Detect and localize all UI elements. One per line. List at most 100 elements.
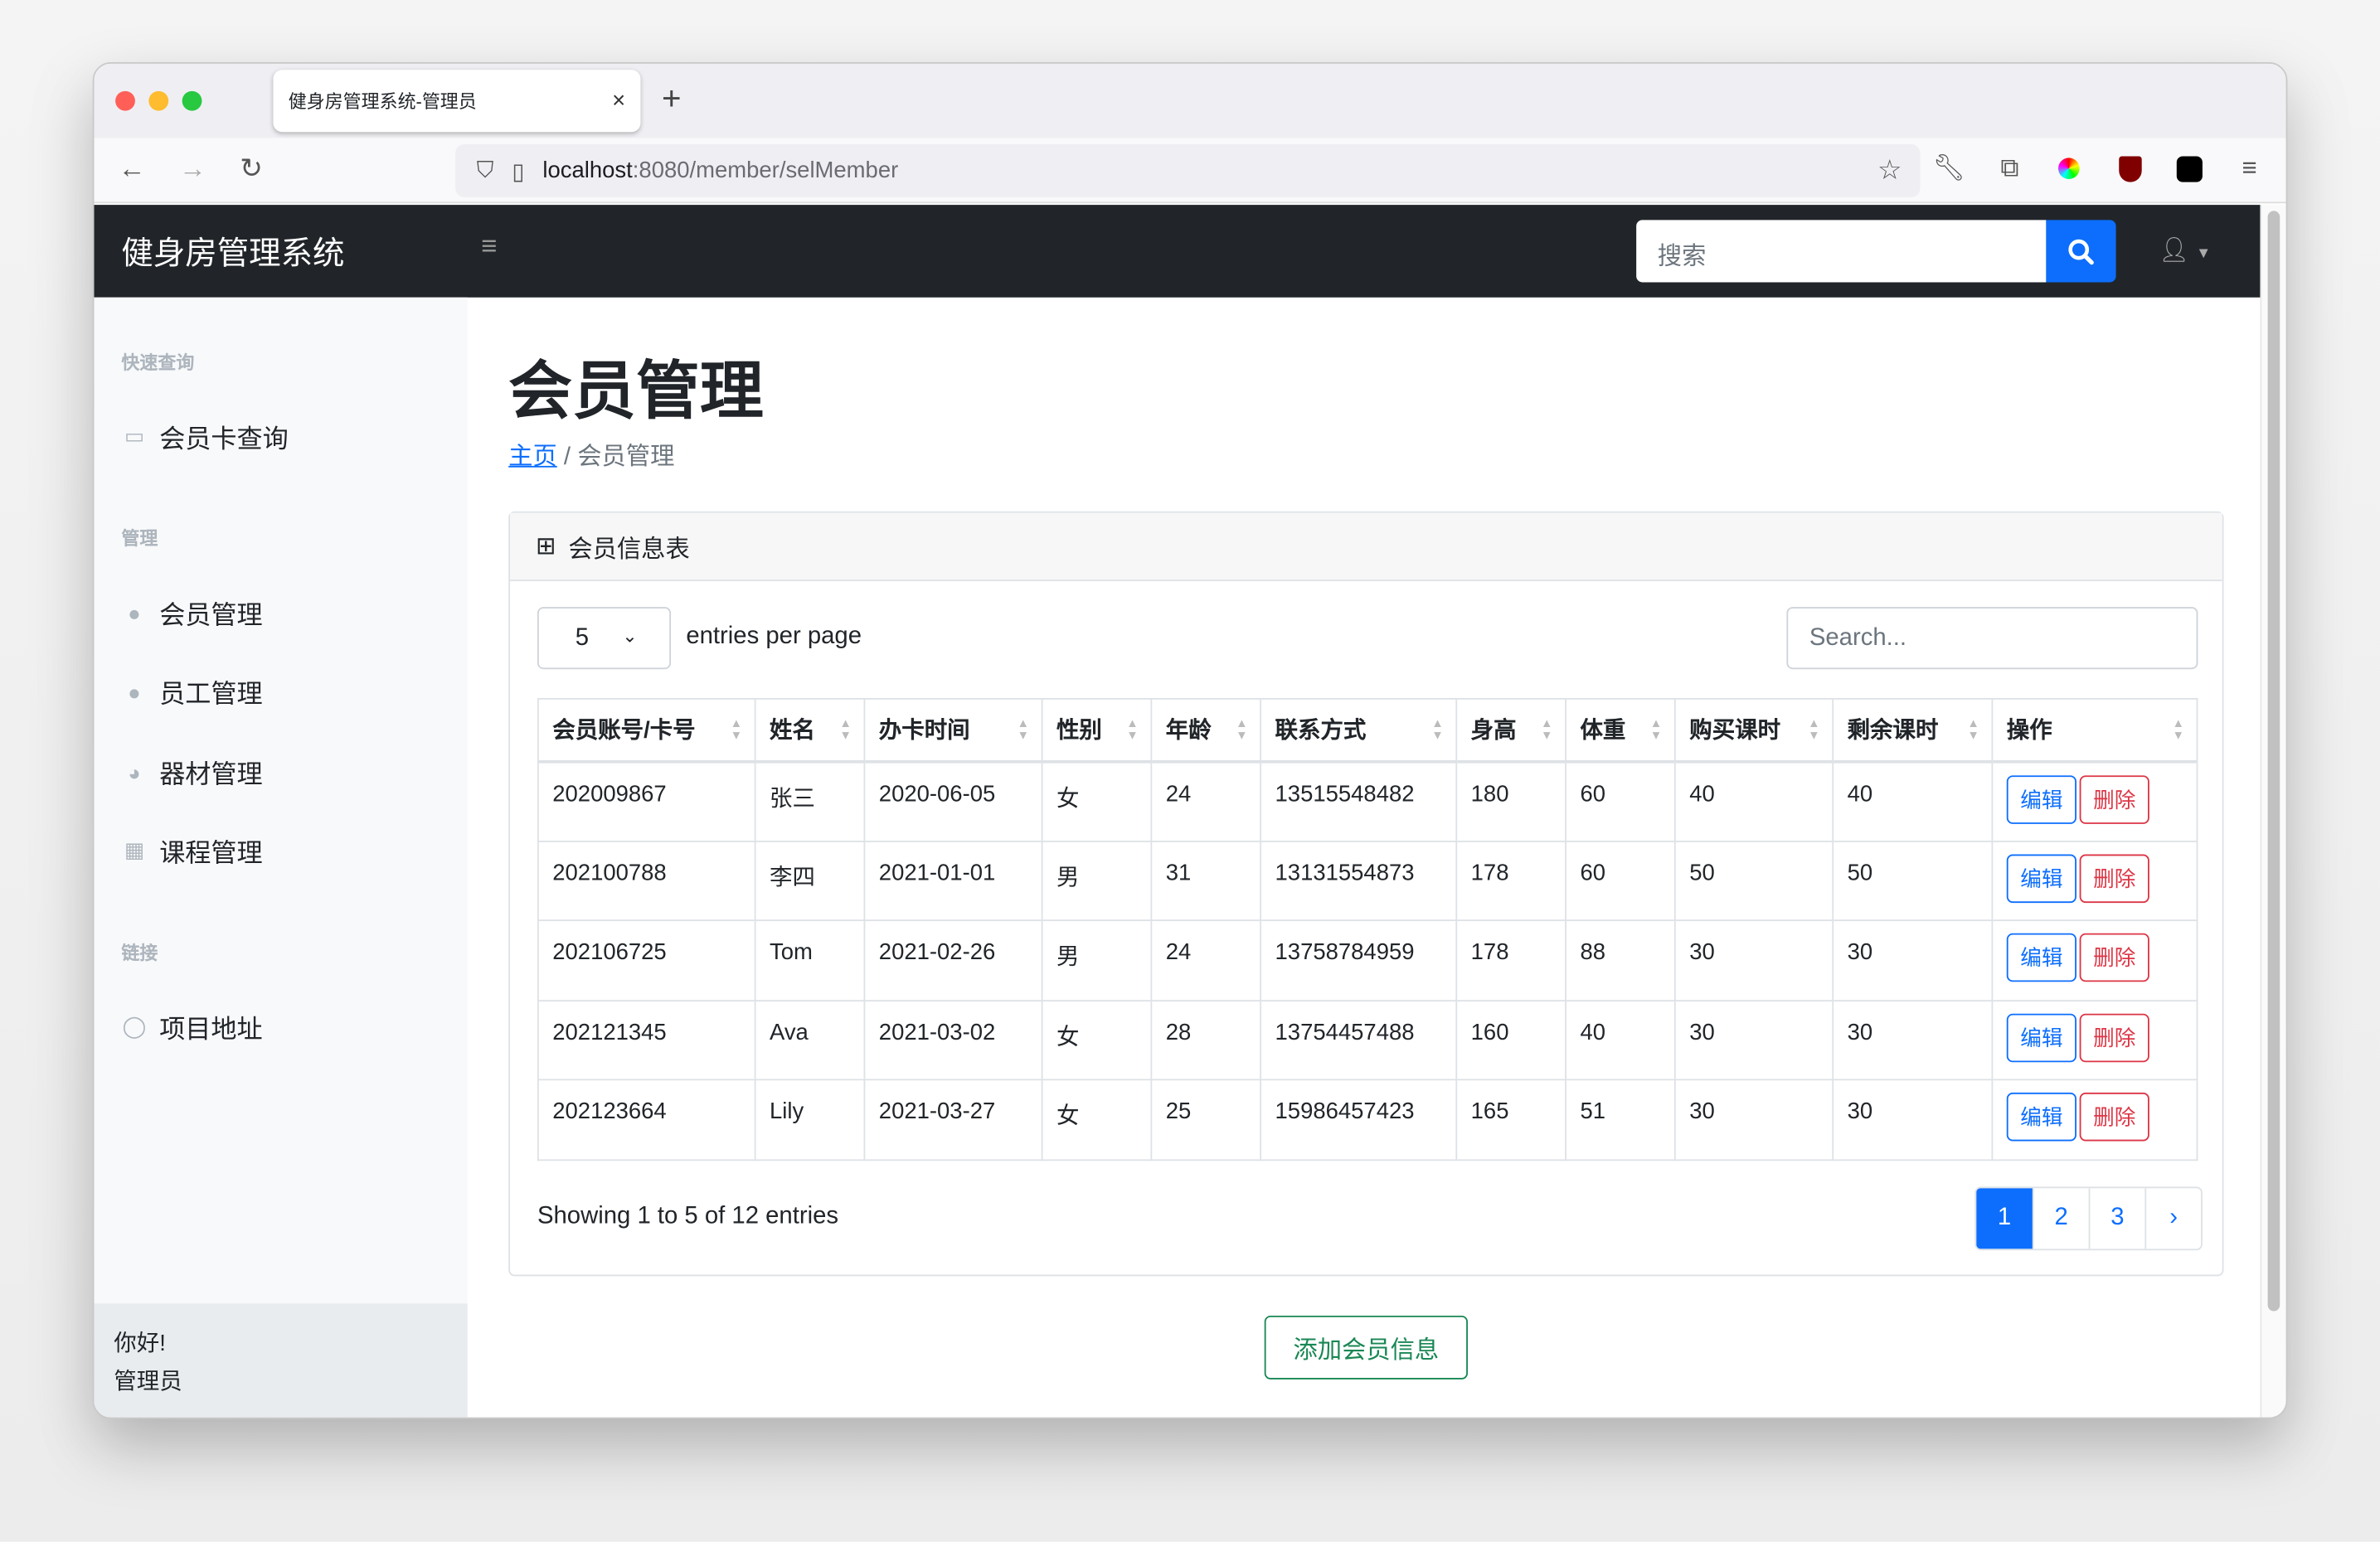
table-cell: 2021-03-02	[863, 999, 1043, 1081]
browser-window: 健身房管理系统-管理员 × + ← → ↻ ⛉ ▯ localhost:8080…	[92, 62, 2288, 1419]
member-table-card: ⊞ 会员信息表 5 ⌄ entries per page Search... 会员账…	[508, 511, 2224, 1277]
sidebar-item-courses[interactable]: ▦ 课程管理	[121, 832, 263, 870]
column-header[interactable]: 剩余课时 ▲ ▼	[1832, 697, 1994, 763]
edit-button[interactable]: 编辑	[2006, 1092, 2076, 1142]
close-window-button[interactable]	[115, 90, 135, 111]
column-header[interactable]: 会员账号/卡号 ▲ ▼	[537, 697, 756, 763]
column-header[interactable]: 体重 ▲ ▼	[1565, 697, 1676, 763]
new-tab-icon[interactable]: +	[662, 79, 682, 117]
table-cell: 2021-02-26	[863, 919, 1043, 1001]
reload-icon[interactable]: ↻	[240, 153, 263, 184]
back-icon[interactable]: ←	[118, 153, 146, 184]
table-cell: 2020-06-05	[863, 760, 1043, 841]
search-button[interactable]	[2046, 220, 2116, 283]
table-cell: Ava	[754, 999, 866, 1081]
minimize-window-button[interactable]	[148, 90, 169, 111]
main-content: 会员管理 主页 / 会员管理 ⊞ 会员信息表 5 ⌄ entries per pag…	[468, 298, 2261, 1418]
column-label: 年龄	[1165, 718, 1212, 744]
add-member-button[interactable]: 添加会员信息	[1264, 1315, 1468, 1380]
delete-button[interactable]: 删除	[2079, 774, 2149, 823]
browser-tab[interactable]: 健身房管理系统-管理员 ×	[273, 70, 641, 133]
bookmark-star-icon[interactable]: ☆	[1877, 154, 1902, 186]
column-header[interactable]: 年龄 ▲ ▼	[1150, 697, 1262, 763]
table-cell: 女	[1041, 999, 1153, 1081]
column-label: 操作	[2006, 718, 2052, 744]
edit-button[interactable]: 编辑	[2006, 1012, 2076, 1062]
url-path: :8080/member/selMember	[632, 158, 899, 184]
page-button[interactable]: 1	[1976, 1188, 2033, 1249]
column-label: 身高	[1470, 718, 1517, 744]
greeting: 你好!	[114, 1331, 166, 1357]
table-cell: 178	[1455, 919, 1566, 1001]
edit-button[interactable]: 编辑	[2006, 774, 2076, 823]
column-label: 剩余课时	[1847, 718, 1939, 744]
table-cell: Tom	[754, 919, 866, 1001]
page-title: 会员管理	[508, 355, 764, 427]
brand[interactable]: 健身房管理系统	[121, 236, 345, 272]
id-card-icon: ▭	[124, 423, 145, 448]
column-header[interactable]: 身高 ▲ ▼	[1455, 697, 1566, 763]
delete-button[interactable]: 删除	[2079, 1092, 2149, 1142]
column-header[interactable]: 联系方式 ▲ ▼	[1260, 697, 1458, 763]
column-label: 姓名	[770, 718, 815, 744]
browser-toolbar: ← → ↻ ⛉ ▯ localhost:8080/member/selMembe…	[94, 138, 2286, 204]
tampermonkey-icon[interactable]	[2174, 153, 2204, 184]
table-search-input[interactable]: Search...	[1786, 607, 2198, 670]
sidebar-item-equipment[interactable]: ◕ 器材管理	[121, 753, 262, 791]
delete-button[interactable]: 删除	[2079, 933, 2149, 982]
table-cell: 2021-01-01	[863, 840, 1043, 922]
breadcrumb-home[interactable]: 主页	[508, 444, 557, 471]
card-title: 会员信息表	[568, 536, 690, 564]
member-table: 会员账号/卡号 ▲ ▼ 姓名 ▲ ▼ 办卡时间 ▲ ▼ 性别 ▲ ▼ 年龄 ▲ ▼ 联系方式 ▲ ▼ 身高 ▲ ▼ 体重 ▲…	[537, 697, 2198, 1161]
scrollbar[interactable]	[2260, 205, 2286, 1418]
color-extension-icon[interactable]	[2054, 153, 2085, 184]
table-cell: 202123664	[537, 1079, 756, 1161]
sidebar-item-card-query[interactable]: ▭ 会员卡查询	[121, 417, 289, 455]
address-bar[interactable]: ⛉ ▯ localhost:8080/member/selMember ☆	[455, 143, 1921, 197]
table-cell: 李四	[754, 840, 866, 922]
sidebar-item-members[interactable]: ● 会员管理	[121, 594, 262, 632]
user-menu[interactable]: 👤︎ ▼	[2159, 235, 2211, 266]
page-button[interactable]: 2	[2032, 1188, 2089, 1249]
github-icon: ◯	[122, 1013, 147, 1038]
page-button[interactable]: 3	[2088, 1188, 2145, 1249]
delete-button[interactable]: 删除	[2079, 1012, 2149, 1062]
forward-icon[interactable]: →	[178, 153, 206, 184]
sidebar-item-project-link[interactable]: ◯ 项目地址	[121, 1007, 263, 1045]
per-page-select[interactable]: 5 ⌄	[537, 607, 672, 670]
calendar-icon: ▦	[124, 837, 145, 862]
user-tie-icon: ●	[128, 679, 141, 704]
table-cell: 30	[1832, 999, 1994, 1081]
table-cell: 202100788	[537, 840, 756, 922]
column-header[interactable]: 性别 ▲ ▼	[1041, 697, 1153, 763]
sidebar-item-label: 会员管理	[159, 600, 263, 630]
column-header[interactable]: 操作 ▲ ▼	[1991, 697, 2198, 763]
actions-cell: 编辑 删除	[1991, 760, 2198, 841]
column-header[interactable]: 姓名 ▲ ▼	[754, 697, 866, 763]
breadcrumb: 主页 / 会员管理	[508, 444, 675, 471]
extensions-icon[interactable]: ⧉	[2000, 153, 2019, 182]
edit-button[interactable]: 编辑	[2006, 853, 2076, 903]
menu-icon[interactable]: ≡	[2242, 153, 2257, 182]
column-header[interactable]: 购买课时 ▲ ▼	[1673, 697, 1834, 763]
column-label: 会员账号/卡号	[552, 718, 696, 744]
tab-title: 健身房管理系统-管理员	[288, 90, 477, 113]
column-label: 办卡时间	[878, 718, 970, 744]
close-tab-icon[interactable]: ×	[612, 88, 626, 114]
sidebar-toggle-icon[interactable]: ≡	[481, 230, 498, 261]
delete-button[interactable]: 删除	[2079, 853, 2149, 903]
sort-icon: ▲ ▼	[2172, 715, 2184, 743]
table-icon: ⊞	[536, 534, 556, 560]
top-search-input[interactable]: 搜索	[1636, 220, 2047, 283]
table-cell: 88	[1565, 919, 1676, 1001]
edit-button[interactable]: 编辑	[2006, 933, 2076, 982]
column-header[interactable]: 办卡时间 ▲ ▼	[863, 697, 1043, 763]
next-page-button[interactable]: ›	[2144, 1188, 2201, 1249]
ublock-icon[interactable]	[2115, 153, 2145, 184]
zoom-window-button[interactable]	[182, 90, 202, 111]
shield-icon: ⛉	[476, 158, 494, 184]
search-icon	[2068, 238, 2094, 264]
wrench-icon[interactable]: 🔧︎	[1932, 153, 1965, 182]
table-cell: 15986457423	[1260, 1079, 1458, 1161]
sidebar-item-staff[interactable]: ● 员工管理	[121, 672, 262, 710]
